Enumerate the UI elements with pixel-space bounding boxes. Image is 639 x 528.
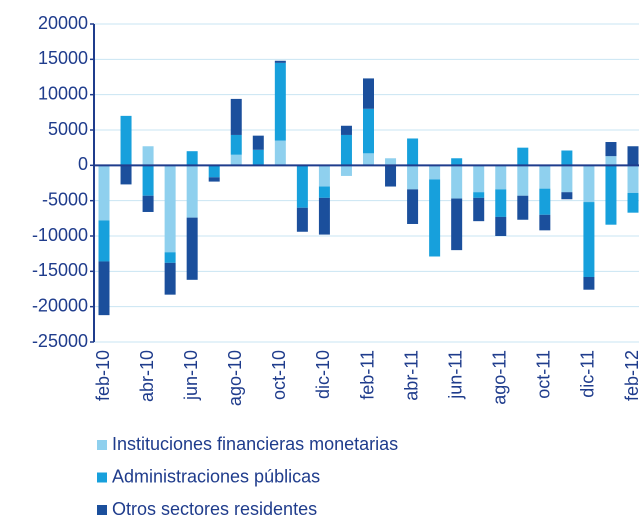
bar-segment	[230, 98, 242, 135]
bar-segment	[583, 165, 595, 203]
bar-segment	[208, 177, 220, 182]
x-tick-label: feb-12	[622, 350, 639, 401]
bar-segment	[451, 158, 463, 166]
bar-segment	[274, 140, 286, 166]
x-tick-label: ago-10	[225, 350, 245, 406]
bar-segment	[385, 165, 397, 187]
bar-segment	[252, 135, 264, 150]
legend-label: Otros sectores residentes	[112, 499, 317, 519]
y-tick-label: -15000	[32, 260, 88, 280]
x-tick-label: ago-11	[490, 350, 510, 405]
bar-segment	[605, 142, 617, 157]
bar-segment	[605, 165, 617, 225]
y-tick-label: -25000	[32, 331, 88, 351]
x-tick-label: abr-10	[137, 350, 157, 402]
bar-segment	[517, 195, 529, 220]
x-tick-label: feb-10	[93, 350, 113, 401]
x-tick-label: abr-11	[401, 350, 421, 401]
bar-segment	[539, 188, 551, 215]
bar-segment	[385, 158, 397, 166]
legend-swatch	[97, 505, 107, 515]
bar-segment	[318, 197, 330, 235]
bar-segment	[274, 60, 286, 63]
bar-segment	[340, 134, 352, 166]
bar-segment	[98, 220, 110, 262]
bar-segment	[296, 165, 308, 208]
bar-segment	[186, 151, 198, 166]
bar-segment	[429, 179, 441, 257]
bar-segment	[186, 217, 198, 280]
y-tick-label: 20000	[38, 13, 88, 33]
bar-segment	[164, 262, 176, 295]
bar-segment	[363, 108, 374, 154]
x-tick-label: feb-11	[357, 350, 377, 400]
bar-segment	[142, 195, 154, 212]
x-tick-label: oct-10	[269, 350, 289, 400]
y-tick-label: 15000	[38, 48, 88, 68]
bar-segment	[252, 149, 264, 166]
legend-label: Instituciones financieras monetarias	[112, 434, 398, 454]
x-tick-label: oct-11	[534, 350, 554, 399]
bar-segment	[340, 125, 352, 135]
bar-segment	[208, 165, 220, 178]
bar-segment	[561, 165, 573, 193]
y-tick-label: -20000	[32, 295, 88, 315]
bar-segment	[296, 207, 308, 232]
bar-segment	[451, 198, 463, 251]
y-tick-label: -5000	[42, 189, 88, 209]
bar-segment	[539, 165, 551, 189]
bar-segment	[407, 138, 419, 166]
bar-segment	[517, 147, 529, 166]
bar-segment	[363, 153, 374, 166]
x-tick-label: jun-10	[181, 350, 201, 401]
y-tick-label: -10000	[32, 225, 88, 245]
bar-segment	[164, 252, 176, 263]
bar-segment	[605, 156, 617, 166]
bar-segment	[627, 192, 639, 213]
bar-segment	[583, 202, 595, 277]
x-tick-label: dic-11	[578, 350, 598, 398]
bar-segment	[407, 165, 419, 190]
bar-segment	[340, 165, 352, 176]
bar-segment	[517, 165, 529, 196]
bar-segment	[164, 165, 176, 253]
bar-segment	[561, 150, 573, 166]
bar-segment	[98, 165, 110, 221]
x-tick-label: jun-11	[445, 350, 465, 400]
y-tick-label: 5000	[48, 119, 88, 139]
bar-segment	[120, 115, 132, 166]
bar-segment	[186, 165, 198, 218]
bar-segment	[473, 192, 485, 198]
bar-segment	[495, 165, 507, 190]
bar-segment	[318, 186, 330, 198]
bar-segment	[627, 165, 639, 193]
bar-segment	[120, 165, 132, 185]
y-tick-label: 0	[78, 154, 88, 174]
legend-swatch	[97, 472, 107, 483]
legend-swatch	[97, 440, 107, 450]
bar-segment	[318, 165, 330, 187]
bar-segment	[583, 276, 595, 290]
bar-segment	[429, 165, 441, 180]
bar-segment	[473, 197, 485, 222]
bar-segment	[142, 146, 154, 166]
bar-segment	[561, 192, 573, 200]
x-tick-label: dic-10	[313, 350, 333, 399]
bar-segment	[495, 189, 507, 217]
bar-segment	[274, 62, 286, 141]
bar-segment	[230, 134, 242, 155]
bar-segment	[495, 216, 507, 236]
bar-segment	[142, 165, 154, 196]
bar-segment	[627, 146, 639, 166]
bar-segment	[539, 214, 551, 231]
bar-segment	[98, 261, 110, 316]
bar-segment	[473, 165, 485, 193]
y-tick-label: 10000	[38, 83, 88, 103]
bar-segment	[451, 165, 463, 199]
bar-segment	[363, 78, 374, 109]
bar-segment	[230, 154, 242, 166]
bar-segment	[407, 189, 419, 224]
legend-label: Administraciones públicas	[112, 466, 320, 486]
